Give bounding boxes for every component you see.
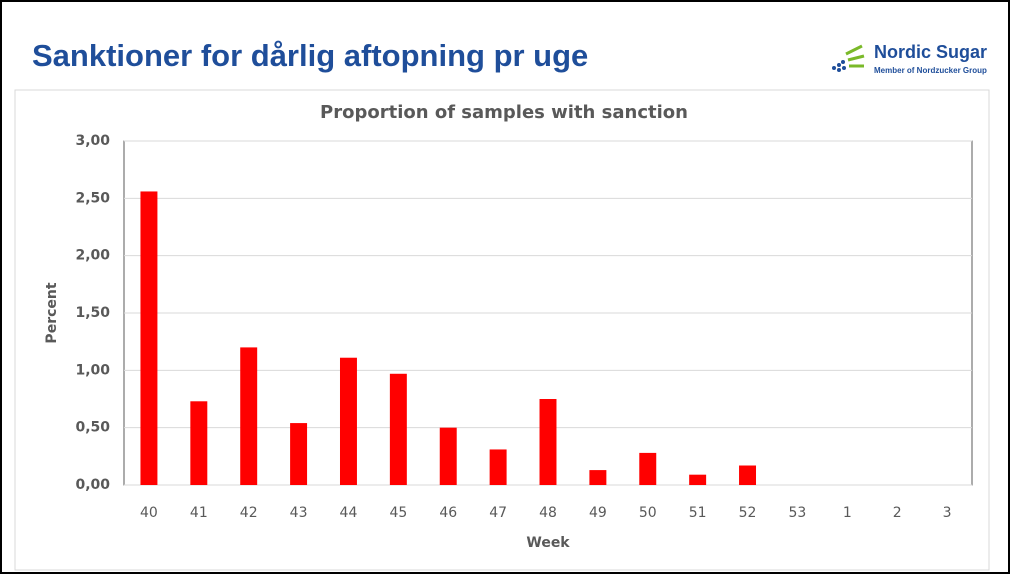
- y-tick-label: 0,00: [75, 477, 110, 493]
- bar: [389, 373, 407, 485]
- logo-subtitle: Member of Nordzucker Group: [874, 66, 987, 75]
- bar: [689, 474, 707, 485]
- bar: [290, 423, 308, 485]
- bar: [639, 452, 657, 485]
- logo: Nordic Sugar Member of Nordzucker Group: [828, 40, 1003, 80]
- slide-title: Sanktioner for dårlig aftopning pr uge: [32, 38, 589, 73]
- x-tick-label: 48: [539, 505, 557, 521]
- y-tick-label: 3,00: [75, 133, 110, 149]
- bar: [539, 399, 557, 485]
- logo-name: Nordic Sugar: [874, 42, 988, 62]
- chart-title: Proportion of samples with sanction: [320, 102, 688, 123]
- x-tick-label: 47: [489, 505, 507, 521]
- bar: [589, 470, 607, 485]
- x-tick-label: 3: [943, 505, 952, 521]
- y-axis-label: Percent: [44, 282, 60, 343]
- x-tick-label: 2: [893, 505, 902, 521]
- x-tick-label: 51: [689, 505, 707, 521]
- x-tick-label: 44: [340, 505, 358, 521]
- x-tick-label: 49: [589, 505, 607, 521]
- bar: [240, 347, 258, 485]
- y-tick-label: 0,50: [75, 420, 110, 436]
- y-tick-label: 1,00: [75, 362, 110, 378]
- chart-frame: [14, 89, 990, 571]
- x-tick-label: 53: [788, 505, 806, 521]
- x-tick-label: 40: [140, 505, 158, 521]
- bar: [339, 357, 357, 485]
- logo-icon: [832, 44, 865, 72]
- y-tick-label: 1,50: [75, 305, 110, 321]
- x-axis-label: Week: [526, 535, 570, 551]
- x-tick-label: 42: [240, 505, 258, 521]
- x-tick-label: 43: [290, 505, 308, 521]
- bar: [439, 427, 457, 485]
- x-tick-label: 52: [739, 505, 757, 521]
- bar: [190, 401, 208, 485]
- x-tick-label: 41: [190, 505, 208, 521]
- x-tick-label: 50: [639, 505, 657, 521]
- y-tick-label: 2,50: [75, 190, 110, 206]
- bar: [140, 191, 158, 485]
- x-tick-label: 1: [843, 505, 852, 521]
- bar: [489, 449, 507, 485]
- y-tick-label: 2,00: [75, 248, 110, 264]
- bar: [739, 465, 757, 485]
- x-tick-label: 45: [389, 505, 407, 521]
- x-tick-label: 46: [439, 505, 457, 521]
